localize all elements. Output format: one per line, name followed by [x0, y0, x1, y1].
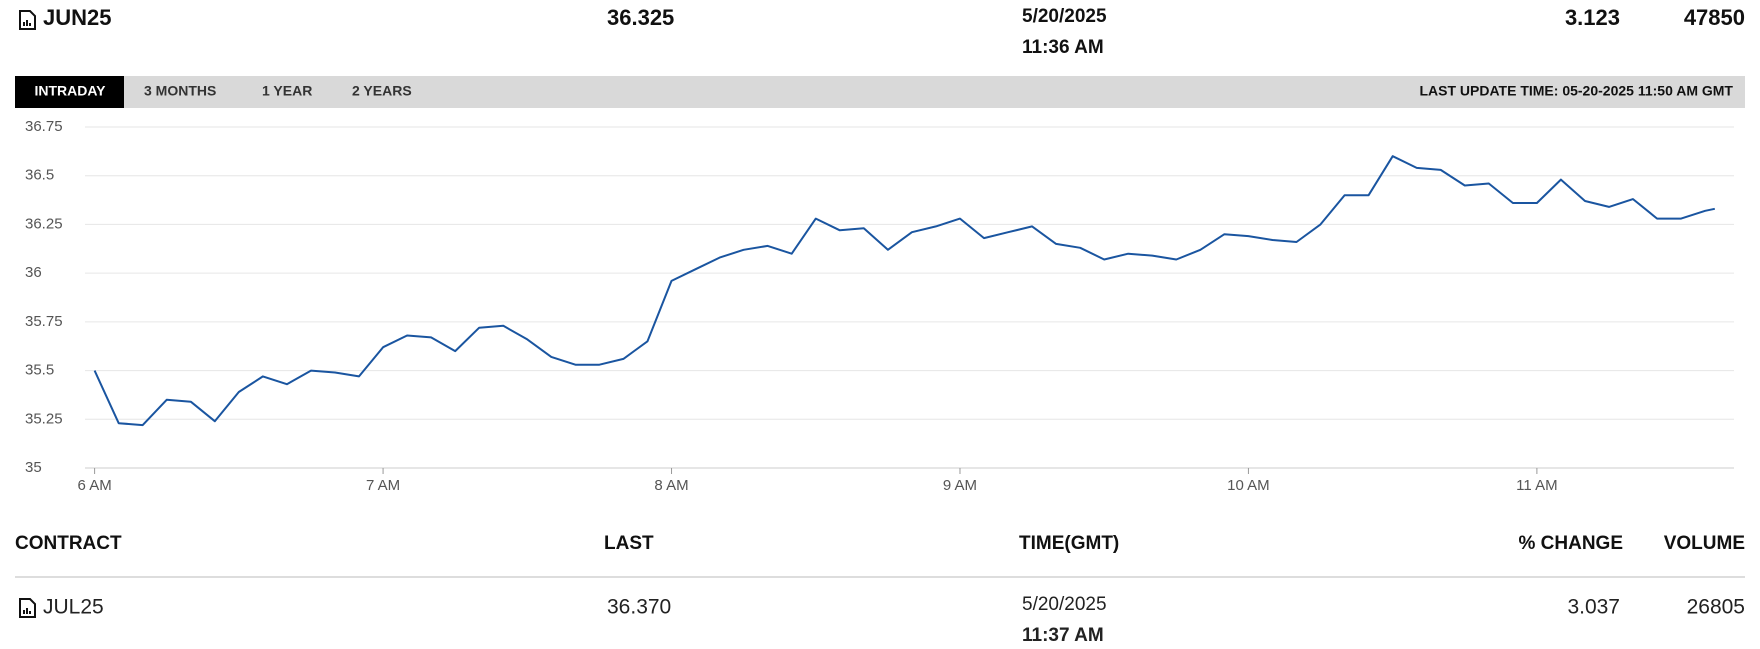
x-tick-label: 9 AM — [943, 477, 977, 494]
tab[interactable]: 2 YEARS — [352, 83, 412, 99]
y-tick-label: 35.5 — [25, 362, 54, 379]
y-tick-label: 35 — [25, 459, 42, 476]
contract[interactable]: JUN25 — [43, 5, 111, 30]
time: 11:36 AM — [1022, 37, 1104, 58]
tab[interactable]: 1 YEAR — [262, 83, 312, 99]
x-tick-label: 10 AM — [1227, 477, 1270, 494]
row-time: 11:37 AM — [1022, 625, 1104, 646]
y-tick-label: 35.25 — [25, 410, 63, 427]
x-tick-label: 6 AM — [78, 477, 112, 494]
column-header: % CHANGE — [1518, 533, 1623, 554]
tab[interactable]: 3 MONTHS — [144, 83, 216, 99]
row-contract[interactable]: JUL25 — [43, 596, 104, 619]
tab-bar — [15, 76, 1745, 108]
last-update: LAST UPDATE TIME: 05-20-2025 11:50 AM GM… — [1419, 83, 1733, 99]
row-change: 3.037 — [1567, 596, 1620, 619]
date: 5/20/2025 — [1022, 6, 1107, 27]
row-date: 5/20/2025 — [1022, 594, 1107, 615]
x-tick-label: 11 AM — [1516, 477, 1557, 494]
volume: 47850 — [1684, 5, 1745, 30]
change: 3.123 — [1565, 5, 1620, 30]
y-tick-label: 36 — [25, 264, 42, 281]
x-tick-label: 8 AM — [654, 477, 688, 494]
y-tick-label: 36.25 — [25, 215, 63, 232]
tab[interactable]: INTRADAY — [34, 83, 106, 99]
chart: 35 35.25 35.5 35.75 36 36.25 36.5 36.75 6 AM 7 AM… — [25, 118, 1734, 494]
row-volume: 26805 — [1687, 596, 1745, 619]
column-header: TIME(GMT) — [1019, 533, 1119, 554]
price-line — [93, 155, 1716, 427]
x-tick-label: 7 AM — [366, 477, 400, 494]
doc-icon — [19, 598, 36, 618]
y-tick-label: 35.75 — [25, 313, 63, 330]
doc-icon — [19, 10, 36, 30]
active-tab[interactable] — [15, 76, 124, 108]
column-header: CONTRACT — [15, 533, 122, 554]
y-tick-label: 36.75 — [25, 118, 63, 135]
column-header: VOLUME — [1664, 533, 1745, 554]
y-tick-label: 36.5 — [25, 167, 54, 184]
column-header: LAST — [604, 533, 654, 554]
last: 36.325 — [607, 5, 674, 30]
row-last: 36.370 — [607, 596, 671, 619]
